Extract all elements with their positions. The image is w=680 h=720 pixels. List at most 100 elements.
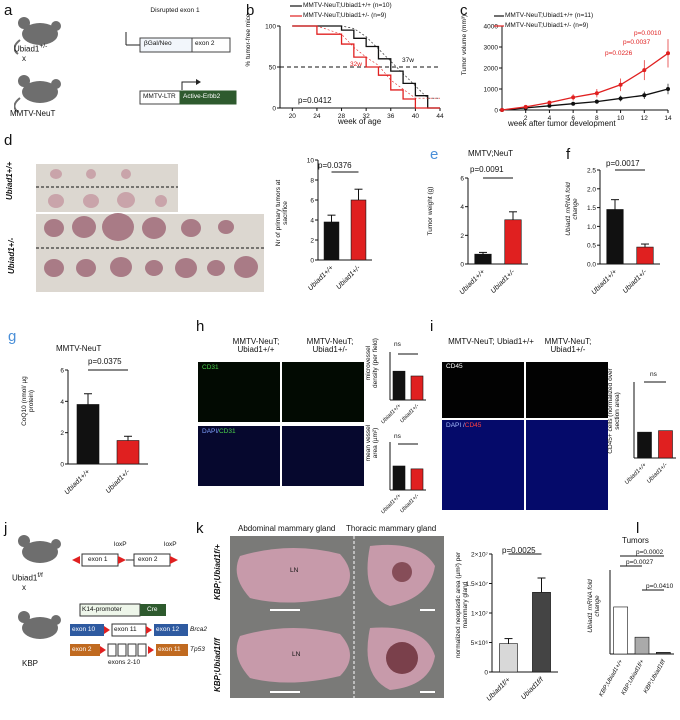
j-mouse1-label: Ubiad1f/f xyxy=(12,572,43,583)
y-tick-label: 100 xyxy=(265,24,276,31)
d-pvalue: p=0.0376 xyxy=(318,161,352,170)
k-title2: Thoracic mammary gland xyxy=(346,524,437,533)
y-tick-label: 4 xyxy=(310,218,314,225)
bar xyxy=(410,375,424,401)
y-tick-label: 50 xyxy=(269,65,277,72)
c-legend-1: MMTV-NeuT;Ubiad1+/+ (n=11) xyxy=(505,12,594,19)
bar xyxy=(613,606,628,655)
b-legend-1: MMTV-NeuT;Ubiad1+/+ (n=10) xyxy=(303,2,392,9)
j-loxp1: loxP xyxy=(114,541,127,548)
g-ylabel: CoQ10 (nmol/ µg protein) xyxy=(21,376,35,426)
bar xyxy=(636,246,654,265)
b-ann-red: 32w xyxy=(350,61,362,68)
cd45-image-het xyxy=(526,362,608,418)
category-label: Ubiad1+/- xyxy=(105,468,132,495)
d-row-label-het: Ubiad1+/- xyxy=(7,237,16,274)
x-tick-label: 12 xyxy=(641,115,649,122)
data-point xyxy=(500,108,504,112)
category-label: KBP;Ubiad1f/+ xyxy=(621,659,646,697)
a-disrupted-label: Disrupted exon 1 xyxy=(150,7,200,14)
panel-label-d: d xyxy=(4,132,13,149)
category-label: Ubiad1f/f xyxy=(520,676,546,702)
bar xyxy=(474,253,492,265)
e-title: MMTV;NeuT xyxy=(468,149,514,158)
panel-label-j: j xyxy=(4,520,8,537)
bar xyxy=(634,636,650,655)
y-tick-label: 0 xyxy=(60,462,64,469)
growth-line xyxy=(501,88,669,111)
y-tick-label: 0 xyxy=(494,108,498,115)
survival-curve xyxy=(292,25,440,109)
j-cre: Cre xyxy=(147,606,158,613)
a-mmtv-label: MMTV-LTR xyxy=(143,93,176,100)
bar xyxy=(323,221,340,261)
h-ns-bot: ns xyxy=(394,433,401,440)
j-exon11: exon 11 xyxy=(114,626,137,633)
l-p1: p=0.0002 xyxy=(636,549,664,556)
j-exon12: exon 12 xyxy=(156,626,180,633)
y-tick-label: 2 xyxy=(310,238,314,245)
y-tick-label: 2000 xyxy=(484,66,499,73)
k-ylabel: normalized neoplastic area (µm²) per mam… xyxy=(455,551,469,659)
x-tick-label: 14 xyxy=(664,115,672,122)
l-ylabel: Ubiad1 mRNA fold change xyxy=(587,579,601,633)
x-tick-label: 2 xyxy=(524,115,528,122)
h-col2: MMTV-NeuT; Ubiad1+/- xyxy=(306,337,354,355)
j-exon2: exon 2 xyxy=(138,556,158,563)
d-row-label-wt: Ubiad1+/+ xyxy=(5,161,14,200)
category-label: Ubiad1+/- xyxy=(335,264,362,291)
cd45-bar-chart: Ubiad1+/+Ubiad1+/- xyxy=(624,381,676,486)
a-mouse1-label: Ubiad1+/- xyxy=(14,43,48,54)
a-exon2-label: exon 2 xyxy=(195,40,215,47)
g-title: MMTV-NeuT xyxy=(56,344,102,353)
e-pvalue: p=0.0091 xyxy=(470,165,504,174)
x-tick-label: 40 xyxy=(412,113,420,120)
bar xyxy=(656,652,671,655)
y-tick-label: 1×10⁷ xyxy=(471,611,489,618)
bar xyxy=(76,404,100,465)
vessel-bar-charts: Ubiad1+/+Ubiad1+/-Ubiad1+/+Ubiad1+/- xyxy=(380,352,426,515)
j-exon1: exon 1 xyxy=(88,556,108,563)
j-exon10: exon 10 xyxy=(72,626,96,633)
panel-label-h: h xyxy=(196,318,205,335)
y-tick-label: 1000 xyxy=(484,87,499,94)
category-label: Ubiad1+/+ xyxy=(307,264,335,292)
i-ns: ns xyxy=(650,371,657,378)
j-mouse2-label: KBP xyxy=(22,659,39,668)
h-col1: MMTV-NeuT; Ubiad1+/+ xyxy=(232,337,280,355)
i-ylabel: CD45+ cells (normalized over section are… xyxy=(607,368,621,454)
y-tick-label: 0 xyxy=(460,262,464,269)
panel-label-g: g xyxy=(8,328,17,345)
bar xyxy=(410,468,424,491)
panel-label-a: a xyxy=(4,2,13,19)
d-ylabel: Nr of primary tumors at sacrifice xyxy=(275,179,289,247)
y-tick-label: 4 xyxy=(460,204,464,211)
mammary-gland-overlay xyxy=(236,536,435,698)
category-label: KBP;Ubiad1f/f xyxy=(643,658,668,695)
cd31-image-het xyxy=(282,362,364,422)
y-tick-label: 0.5 xyxy=(587,243,596,250)
bar xyxy=(116,440,140,465)
tumor-volume-chart: 2 4 6 8 10 12 14 0 1000 2000 3000 4000 xyxy=(484,15,672,122)
panel-label-k: k xyxy=(196,520,204,537)
j-exon11b: exon 11 xyxy=(158,646,181,653)
i-col1: MMTV-NeuT; Ubiad1+/+ xyxy=(448,337,534,346)
j-brca2: Brca2 xyxy=(190,626,207,633)
c-legend-2: MMTV-NeuT;Ubiad1+/- (n=9) xyxy=(505,22,589,29)
a-mouse2-label: MMTV-NeuT xyxy=(10,109,56,118)
panel-label-l: l xyxy=(636,520,640,537)
tumor-count-bar-chart: 0 2 4 6 8 10 Ubiad1+/+ Ubiad1+/- xyxy=(307,158,372,292)
y-tick-label: 1.5 xyxy=(587,205,596,212)
c-p3: p=0.0226 xyxy=(605,50,633,57)
y-tick-label: 4 xyxy=(60,399,64,406)
l-title: Tumors xyxy=(622,536,649,545)
category-label: Ubiad1+/+ xyxy=(624,462,648,486)
panel-j-schematic xyxy=(18,535,188,657)
bar xyxy=(637,431,652,459)
j-k14: K14-promoter xyxy=(82,606,122,613)
panel-label-f: f xyxy=(566,146,571,163)
dapi-cd45-image-wt xyxy=(442,420,524,510)
category-label: Ubiad1+/- xyxy=(622,268,649,295)
panel-label-i: i xyxy=(430,318,434,335)
y-tick-label: 6 xyxy=(310,198,314,205)
